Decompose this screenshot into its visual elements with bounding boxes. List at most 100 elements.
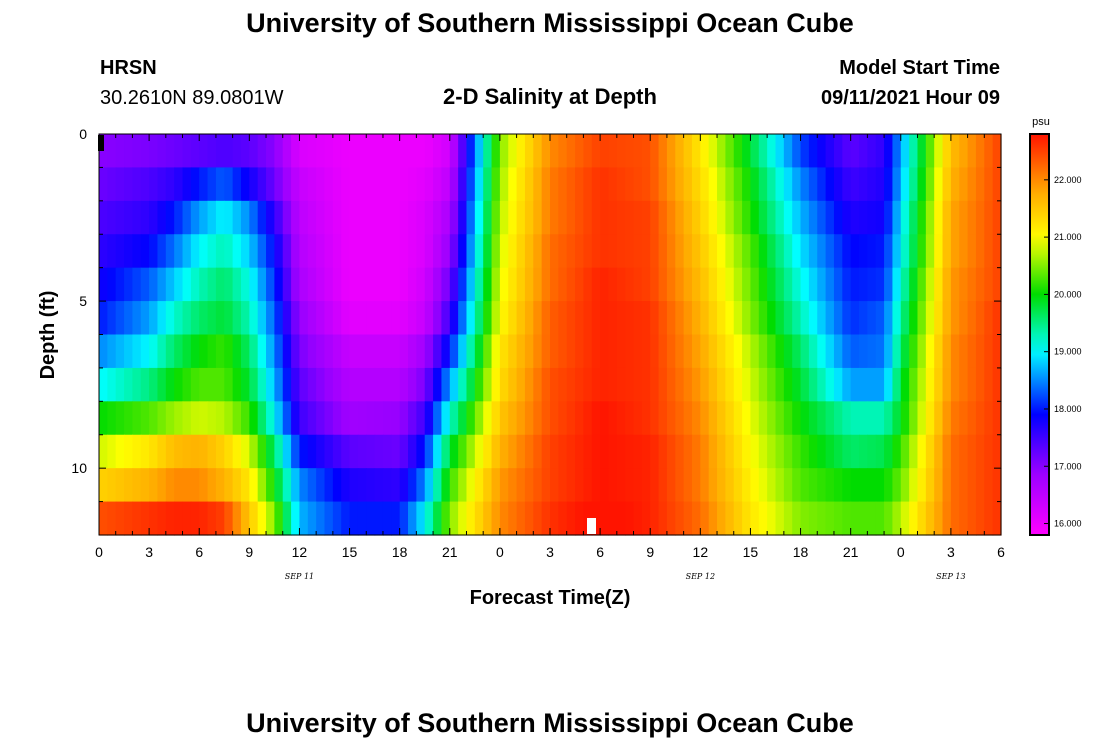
heatmap-cell	[382, 200, 392, 235]
heatmap-cell	[750, 334, 760, 369]
heatmap-cell	[408, 501, 417, 536]
heatmap-cell	[616, 401, 626, 436]
heatmap-cell	[700, 267, 710, 302]
heatmap-cell	[516, 334, 526, 369]
heatmap-cell	[382, 167, 392, 202]
heatmap-cell	[357, 501, 367, 536]
heatmap-cell	[792, 234, 802, 269]
date-label: SEP 13	[936, 572, 965, 581]
heatmap-cell	[483, 301, 493, 336]
heatmap-cell	[533, 501, 543, 536]
heatmap-cell	[391, 334, 401, 369]
heatmap-cell	[99, 234, 108, 269]
heatmap-cell	[583, 401, 593, 436]
x-tick-label: 12	[292, 544, 308, 560]
heatmap-cell	[742, 334, 752, 369]
heatmap-cell	[516, 234, 526, 269]
heatmap-cell	[391, 401, 401, 436]
heatmap-cell	[115, 234, 125, 269]
heatmap-cell	[433, 234, 443, 269]
heatmap-cell	[875, 301, 885, 336]
heatmap-cell	[307, 401, 317, 436]
heatmap-cell	[591, 401, 601, 436]
heatmap-cell	[758, 501, 768, 536]
heatmap-cell	[909, 167, 919, 202]
heatmap-cell	[666, 167, 676, 202]
heatmap-cell	[316, 200, 326, 235]
heatmap-cell	[867, 401, 877, 436]
heatmap-cell	[558, 434, 568, 469]
heatmap-cell	[240, 501, 250, 536]
heatmap-cell	[382, 334, 392, 369]
heatmap-cell	[499, 167, 509, 202]
heatmap-cell	[458, 501, 468, 536]
heatmap-cell	[474, 501, 484, 536]
heatmap-cell	[165, 434, 175, 469]
heatmap-cell	[165, 334, 175, 369]
heatmap-cell	[424, 401, 434, 436]
page-title: University of Southern Mississippi Ocean…	[246, 8, 854, 38]
heatmap-cell	[174, 301, 184, 336]
heatmap-cell	[566, 167, 576, 202]
heatmap-cell	[691, 501, 701, 536]
heatmap-cell	[742, 267, 752, 302]
heatmap-cell	[291, 301, 301, 336]
heatmap-cell	[416, 434, 426, 469]
heatmap-cell	[825, 401, 835, 436]
heatmap-cell	[474, 234, 484, 269]
heatmap-cell	[458, 234, 468, 269]
heatmap-cell	[374, 200, 384, 235]
heatmap-cell	[783, 234, 793, 269]
heatmap-cell	[566, 501, 576, 536]
heatmap-cell	[700, 234, 710, 269]
heatmap-cell	[984, 468, 994, 503]
heatmap-cell	[140, 334, 150, 369]
heatmap-cell	[859, 301, 868, 336]
heatmap-cell	[190, 301, 200, 336]
heatmap-cell	[566, 200, 576, 235]
heatmap-cell	[992, 501, 1002, 536]
heatmap-cell	[382, 401, 392, 436]
heatmap-cell	[984, 234, 994, 269]
heatmap-cell	[650, 234, 660, 269]
heatmap-cell	[942, 401, 952, 436]
heatmap-cell	[257, 234, 267, 269]
heatmap-cell	[892, 501, 902, 536]
heatmap-cell	[232, 200, 242, 235]
heatmap-cell	[967, 200, 977, 235]
heatmap-cell	[132, 200, 142, 235]
heatmap-cell	[884, 200, 894, 235]
heatmap-cell	[600, 134, 610, 169]
heatmap-cell	[992, 234, 1002, 269]
heatmap-cell	[291, 134, 301, 169]
heatmap-cell	[959, 334, 969, 369]
heatmap-cell	[750, 234, 760, 269]
heatmap-cell	[391, 501, 401, 536]
heatmap-cell	[408, 200, 417, 235]
heatmap-cell	[725, 468, 735, 503]
heatmap-cell	[625, 267, 635, 302]
heatmap-cell	[324, 134, 334, 169]
heatmap-cell	[975, 234, 985, 269]
heatmap-cell	[424, 434, 434, 469]
heatmap-cell	[641, 134, 651, 169]
heatmap-cell	[391, 134, 401, 169]
heatmap-cell	[357, 134, 367, 169]
heatmap-cell	[516, 434, 526, 469]
heatmap-cell	[132, 301, 142, 336]
heatmap-cell	[140, 367, 150, 402]
heatmap-cell	[341, 334, 351, 369]
heatmap-cell	[107, 468, 117, 503]
heatmap-cell	[792, 434, 802, 469]
heatmap-cell	[550, 200, 559, 235]
heatmap-cell	[391, 301, 401, 336]
heatmap-cell	[975, 200, 985, 235]
heatmap-cell	[666, 501, 676, 536]
heatmap-cell	[909, 501, 919, 536]
heatmap-cell	[341, 401, 351, 436]
heatmap-cell	[934, 301, 944, 336]
heatmap-cell	[683, 134, 693, 169]
heatmap-cell	[366, 401, 376, 436]
heatmap-cell	[215, 501, 225, 536]
heatmap-cell	[366, 367, 376, 402]
